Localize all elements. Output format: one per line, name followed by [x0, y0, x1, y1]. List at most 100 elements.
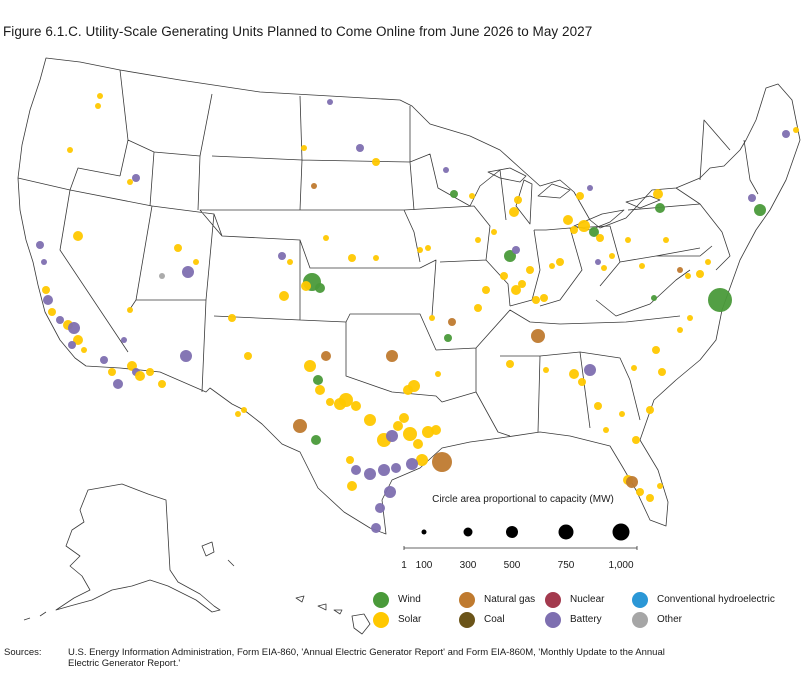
generator-marker	[584, 364, 596, 376]
generator-marker	[625, 237, 631, 243]
generator-marker	[578, 220, 590, 232]
generator-marker	[315, 385, 325, 395]
legend-swatch	[373, 612, 389, 628]
generator-marker	[540, 294, 548, 302]
generator-marker	[425, 245, 431, 251]
generator-marker	[450, 190, 458, 198]
generator-marker	[356, 144, 364, 152]
generator-markers	[36, 93, 799, 533]
legend-label: Other	[657, 614, 683, 625]
generator-marker	[748, 194, 756, 202]
legend-swatch	[545, 592, 561, 608]
generator-marker	[435, 371, 441, 377]
generator-marker	[609, 253, 615, 259]
generator-marker	[100, 356, 108, 364]
generator-marker	[677, 327, 683, 333]
generator-marker	[244, 352, 252, 360]
generator-marker	[652, 346, 660, 354]
generator-marker	[384, 486, 396, 498]
generator-marker	[228, 314, 236, 322]
legend-swatch	[545, 612, 561, 628]
generator-marker	[469, 193, 475, 199]
generator-marker	[416, 454, 428, 466]
alaska-outline	[55, 483, 221, 613]
generator-marker	[158, 380, 166, 388]
generator-marker	[311, 183, 317, 189]
generator-marker	[73, 335, 83, 345]
generator-marker	[754, 204, 766, 216]
generator-marker	[596, 234, 604, 242]
generator-marker	[685, 273, 691, 279]
legend-swatch	[632, 612, 648, 628]
generator-marker	[569, 369, 579, 379]
generator-marker	[595, 259, 601, 265]
state-boundaries	[17, 69, 759, 437]
generator-marker	[526, 266, 534, 274]
generator-marker	[278, 252, 286, 260]
generator-marker	[543, 367, 549, 373]
generator-marker	[48, 308, 56, 316]
size-sample-circle	[558, 524, 574, 540]
generator-marker	[364, 414, 376, 426]
generator-marker	[351, 465, 361, 475]
generator-marker	[43, 295, 53, 305]
generator-marker	[636, 488, 644, 496]
generator-marker	[327, 99, 333, 105]
generator-marker	[500, 272, 508, 280]
generator-marker	[113, 379, 123, 389]
size-sample-circle	[506, 526, 518, 538]
generator-marker	[504, 250, 516, 262]
generator-marker	[97, 93, 103, 99]
generator-marker	[180, 350, 192, 362]
generator-marker	[511, 285, 521, 295]
generator-marker	[36, 241, 44, 249]
generator-marker	[95, 103, 101, 109]
generator-marker	[657, 483, 663, 489]
size-tick-label: 300	[459, 560, 477, 571]
generator-marker	[81, 347, 87, 353]
generator-marker	[708, 288, 732, 312]
generator-marker	[432, 452, 452, 472]
generator-marker	[474, 304, 482, 312]
generator-marker	[127, 179, 133, 185]
generator-marker	[512, 246, 520, 254]
generator-marker	[346, 456, 354, 464]
figure-title: Figure 6.1.C. Utility-Scale Generating U…	[3, 24, 593, 39]
size-sample-circle	[463, 527, 473, 537]
size-sample-circle	[421, 529, 427, 535]
generator-marker	[431, 425, 441, 435]
generator-marker	[549, 263, 555, 269]
generator-marker	[570, 226, 578, 234]
legend-label: Natural gas	[484, 594, 536, 605]
legend-label: Solar	[398, 614, 422, 625]
generator-marker	[556, 258, 564, 266]
generator-marker	[373, 255, 379, 261]
generator-marker	[235, 411, 241, 417]
generator-marker	[422, 426, 434, 438]
sources-label: Sources:	[4, 647, 42, 658]
size-legend-title: Circle area proportional to capacity (MW…	[432, 494, 614, 505]
generator-marker	[326, 398, 334, 406]
generator-marker	[475, 237, 481, 243]
generator-marker	[646, 406, 654, 414]
generator-marker	[339, 393, 353, 407]
legend-label: Battery	[570, 614, 602, 625]
generator-marker	[576, 192, 584, 200]
size-sample-circle	[612, 523, 630, 541]
generator-marker	[311, 435, 321, 445]
generator-marker	[159, 273, 165, 279]
generator-marker	[514, 196, 522, 204]
generator-marker	[687, 315, 693, 321]
generator-marker	[399, 413, 409, 423]
generator-marker	[408, 380, 420, 392]
generator-marker	[601, 265, 607, 271]
generator-marker	[301, 281, 311, 291]
legend-swatch	[373, 592, 389, 608]
generator-marker	[323, 235, 329, 241]
generator-marker	[413, 439, 423, 449]
legend-label: Nuclear	[570, 594, 605, 605]
generator-marker	[651, 295, 657, 301]
generator-marker	[653, 189, 663, 199]
generator-marker	[68, 322, 80, 334]
